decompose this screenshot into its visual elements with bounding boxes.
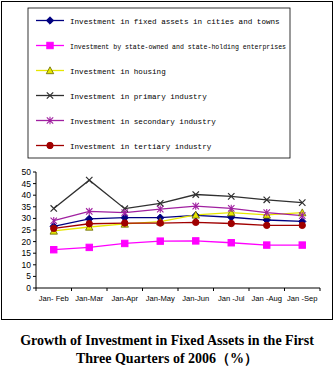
y-tick	[33, 206, 36, 207]
data-point	[157, 205, 163, 212]
data-point	[51, 205, 57, 211]
data-point	[228, 220, 234, 226]
y-tick	[33, 241, 36, 242]
y-tick-label: 10	[22, 260, 32, 270]
axes: 0 510 1520 25 3035 4045 50 Jan- Feb Jan-Mar Jan-A…	[22, 167, 320, 303]
x-tick	[107, 288, 108, 291]
legend-label: Investment in housing	[70, 68, 166, 76]
data-point	[193, 219, 199, 225]
x-tick-label: Jan -Jul	[218, 294, 245, 303]
x-tick-label: Jan -Aug	[252, 294, 282, 303]
y-tick-label: 50	[22, 167, 32, 177]
title: Growth of Investment in Fixed Assets in …	[10, 332, 324, 368]
data-point	[51, 225, 57, 231]
x-tick-label: Jan-Mar	[75, 294, 103, 303]
x-tick-label: Jan -Sep	[287, 294, 317, 303]
x-tick	[142, 288, 143, 291]
data-point	[193, 191, 199, 197]
x-tick	[36, 288, 37, 291]
data-point	[122, 209, 128, 216]
x-tick-label: Jan-Jun	[182, 294, 209, 303]
data-point	[192, 212, 199, 219]
legend-label: Investment in fixed assets in cities and…	[70, 18, 280, 26]
series-line	[54, 241, 303, 250]
data-point	[264, 242, 270, 248]
legend-label: Investment by state-owned and state-hold…	[70, 43, 286, 51]
y-tick	[33, 172, 36, 173]
y-tick-label: 45	[22, 179, 32, 189]
y-tick-label: 15	[22, 248, 32, 258]
data-point	[193, 238, 199, 244]
data-point	[193, 202, 199, 209]
y-tick-label: 35	[22, 202, 32, 212]
chart-frame	[2, 2, 333, 320]
legend-label: Investment in tertiary industry	[70, 143, 212, 151]
legend-marker	[47, 42, 53, 48]
y-tick-label: 40	[22, 190, 32, 200]
x-tick	[249, 288, 250, 291]
legend: Investment in fixed assets in cities and…	[28, 8, 290, 158]
data-point	[157, 220, 163, 226]
data-point	[86, 244, 92, 250]
x-tick	[178, 288, 179, 291]
legend-marker	[47, 117, 53, 124]
data-point	[86, 177, 92, 183]
legend-marker	[47, 92, 53, 98]
x-tick	[320, 288, 321, 291]
y-tick	[33, 230, 36, 231]
data-point	[122, 220, 128, 226]
data-point	[228, 205, 234, 212]
x-tick-label: Jan- Feb	[39, 294, 69, 303]
data-point	[122, 240, 128, 246]
y-tick-label: 0	[26, 283, 31, 293]
x-tick-label: Jan-May	[146, 294, 175, 303]
y-tick	[33, 276, 36, 277]
x-tick	[284, 288, 285, 291]
y-tick	[33, 183, 36, 184]
x-tick	[71, 288, 72, 291]
y-tick-label: 20	[22, 237, 32, 247]
data-point	[299, 199, 305, 205]
data-point	[86, 208, 92, 215]
x-tick-label: Jan-Apr	[111, 294, 138, 303]
x-tick	[213, 288, 214, 291]
legend-marker	[46, 17, 53, 24]
data-point	[264, 222, 270, 228]
y-tick	[33, 253, 36, 254]
y-tick	[33, 264, 36, 265]
legend-label: Investment in secondary industry	[70, 118, 216, 126]
legend-label: Investment in primary industry	[70, 93, 207, 101]
legend-box	[28, 8, 290, 158]
y-tick-label: 5	[26, 271, 31, 281]
data-point	[228, 240, 234, 246]
data-point	[192, 211, 199, 218]
y-tick-label: 30	[22, 213, 32, 223]
series-line	[54, 180, 303, 209]
legend-marker	[47, 142, 53, 148]
y-tick	[33, 195, 36, 196]
legend-marker	[46, 67, 53, 74]
y-tick	[33, 218, 36, 219]
data-point	[51, 247, 57, 253]
data-point	[264, 197, 270, 203]
data-point	[228, 193, 234, 199]
data-point	[264, 209, 270, 216]
y-tick-label: 25	[22, 225, 32, 235]
data-point	[157, 238, 163, 244]
plot-data	[50, 177, 306, 253]
data-point	[51, 217, 57, 224]
data-point	[86, 221, 92, 227]
data-point	[121, 220, 128, 227]
data-point	[299, 242, 305, 248]
data-point	[299, 212, 305, 219]
data-point	[299, 222, 305, 228]
